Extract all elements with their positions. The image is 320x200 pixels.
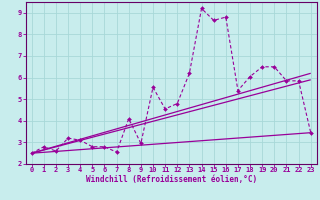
X-axis label: Windchill (Refroidissement éolien,°C): Windchill (Refroidissement éolien,°C) xyxy=(86,175,257,184)
